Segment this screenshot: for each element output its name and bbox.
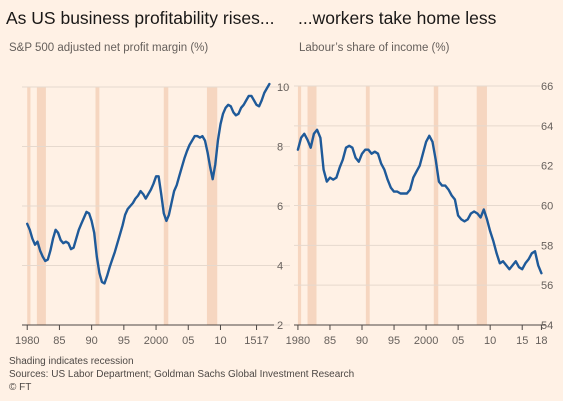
right-xtick-label-7: 15 bbox=[516, 335, 528, 347]
left-series-line-0 bbox=[26, 82, 271, 285]
left-chart-title: As US business profitability rises... bbox=[6, 8, 275, 28]
left-ytick-label-4: 10 bbox=[277, 82, 289, 94]
right-series-line-0 bbox=[296, 128, 543, 275]
left-xtick-label-6: 10 bbox=[214, 335, 226, 347]
left-xtick-label-2: 90 bbox=[86, 335, 98, 347]
left-ytick-label-2: 6 bbox=[277, 201, 283, 213]
left-xtick-label-0: 1980 bbox=[15, 335, 39, 347]
right-chart-subtitle: Labour’s share of income (%) bbox=[299, 42, 450, 54]
ft-credit: © FT bbox=[9, 382, 32, 393]
left-ytick-label-0: 2 bbox=[277, 320, 283, 332]
right-xtick-label-5: 05 bbox=[452, 335, 464, 347]
right-xtick-label-1: 85 bbox=[324, 335, 336, 347]
right-ytick-label-2: 58 bbox=[541, 240, 553, 252]
left-ytick-label-1: 4 bbox=[277, 261, 283, 273]
right-ytick-label-1: 56 bbox=[541, 280, 553, 292]
right-ytick-label-3: 60 bbox=[541, 201, 553, 213]
sources-line: Sources: US Labor Department; Goldman Sa… bbox=[9, 369, 355, 380]
right-chart-title: ...workers take home less bbox=[298, 8, 497, 28]
left-xtick-label-5: 05 bbox=[182, 335, 194, 347]
right-ytick-label-5: 64 bbox=[541, 121, 553, 133]
right-ytick-label-6: 66 bbox=[541, 81, 553, 93]
left-xtick-label-1: 85 bbox=[53, 335, 65, 347]
left-xtick-label-3: 95 bbox=[118, 335, 130, 347]
left-ytick-label-3: 8 bbox=[277, 142, 283, 154]
right-xtick-label-0: 1980 bbox=[286, 335, 310, 347]
right-ytick-label-0: 54 bbox=[541, 320, 553, 332]
right-xtick-label-4: 2000 bbox=[414, 335, 438, 347]
right-xtick-label-3: 95 bbox=[388, 335, 400, 347]
right-xtick-label-8: 18 bbox=[535, 335, 547, 347]
left-xtick-label-7: 1517 bbox=[244, 335, 268, 347]
recession-shading-note: Shading indicates recession bbox=[9, 356, 134, 367]
left-xtick-label-4: 2000 bbox=[144, 335, 168, 347]
right-xtick-label-6: 10 bbox=[484, 335, 496, 347]
left-chart-profit-margin: 2 4 6 8 10 1980 85 90 95 2000 05 10 1517 bbox=[15, 82, 290, 347]
right-chart-labour-share: 54 56 58 60 62 64 66 1980 85 90 95 2000 05 10 15 18 bbox=[286, 81, 554, 347]
left-chart-subtitle: S&P 500 adjusted net profit margin (%) bbox=[9, 42, 209, 54]
right-xtick-label-2: 90 bbox=[356, 335, 368, 347]
right-ytick-label-4: 62 bbox=[541, 161, 553, 173]
